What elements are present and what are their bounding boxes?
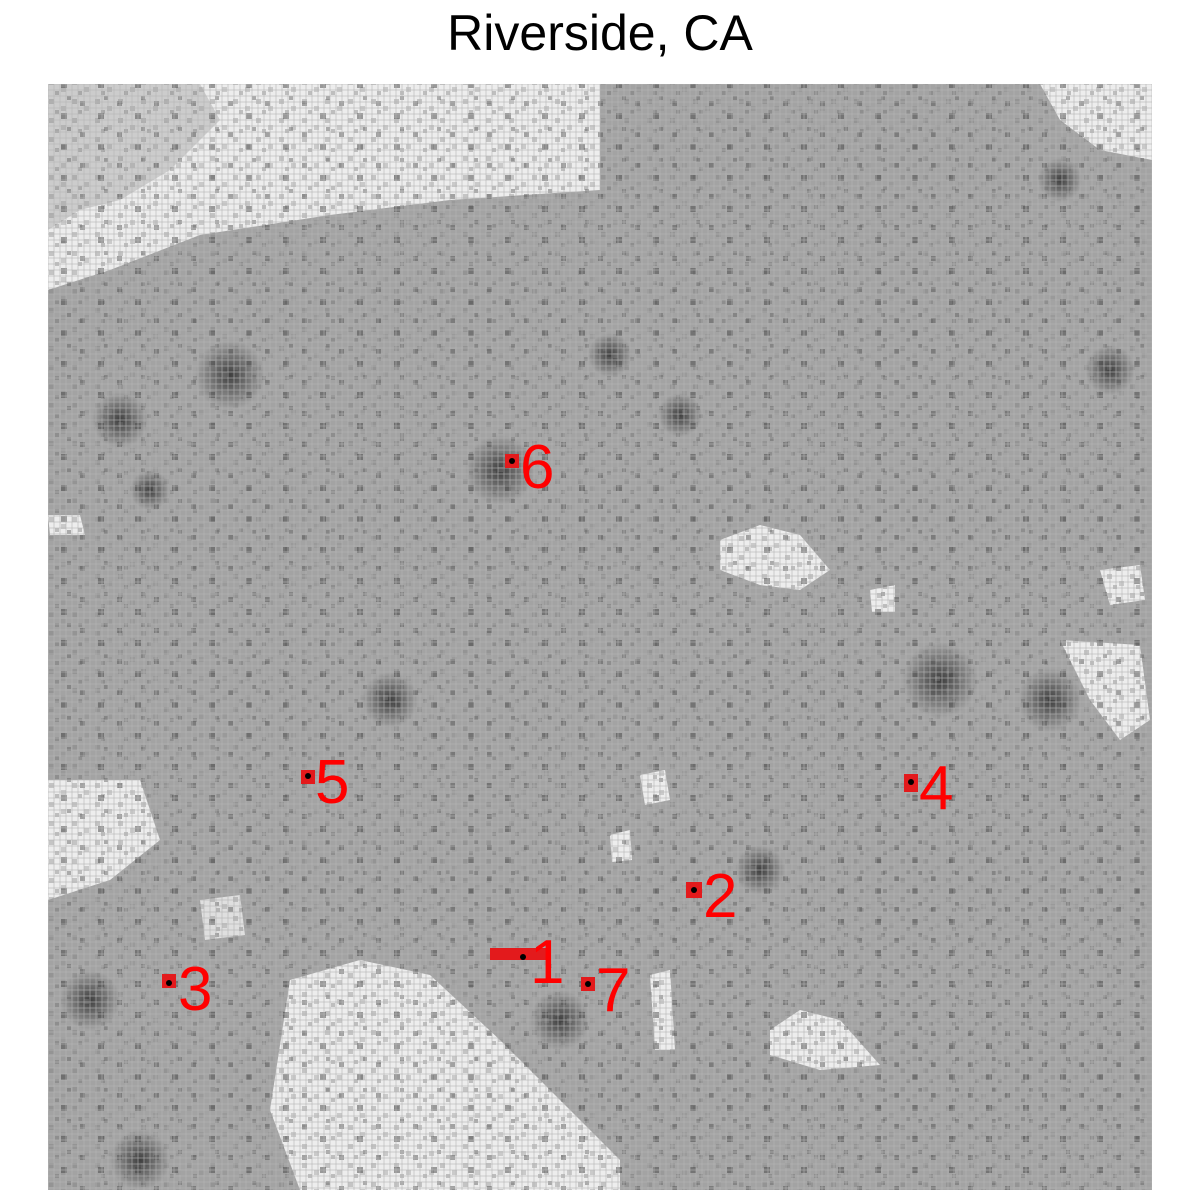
map-title: Riverside, CA [447,5,753,61]
marker-points [166,458,914,987]
marker-1-shape [490,948,550,960]
marker-label-3: 3 [178,955,212,1024]
marker-label-6: 6 [520,433,554,502]
marker-label-2: 2 [703,862,737,931]
marker-label-1: 1 [530,928,564,997]
marker-5-point [305,773,311,779]
marker-label-7: 7 [596,956,630,1025]
marker-2-point [691,887,697,893]
marker-label-5: 5 [315,748,349,817]
marker-4-point [908,779,914,785]
marker-labels: 1 2 3 4 5 6 7 [178,433,953,1025]
marker-label-4: 4 [919,754,953,823]
marker-3-point [166,980,172,986]
map-panel [48,84,1152,1190]
marker-6-point [509,458,515,464]
marker-1-point [520,954,526,960]
marker-7-point [585,981,591,987]
